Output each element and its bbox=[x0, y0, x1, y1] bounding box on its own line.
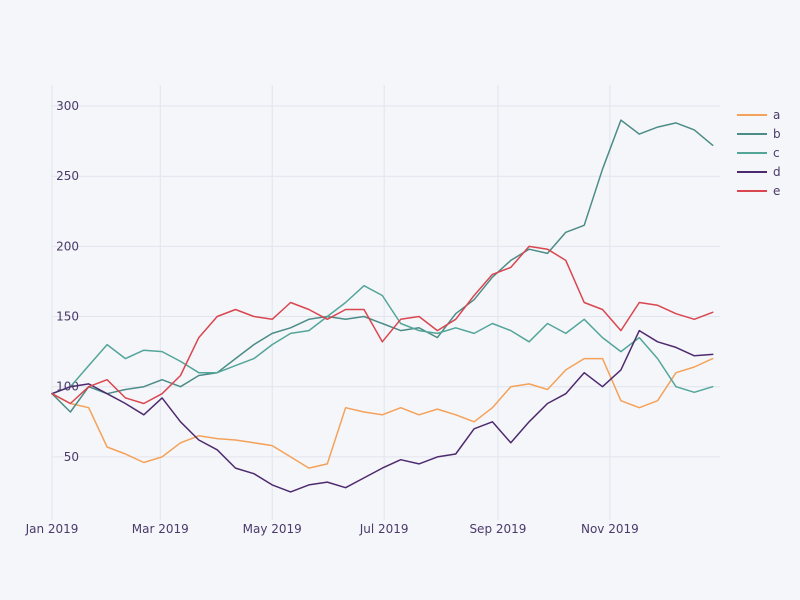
legend-item-a[interactable]: a bbox=[737, 108, 780, 122]
series-line-e bbox=[51, 245, 714, 405]
legend-label: a bbox=[773, 108, 780, 122]
legend-item-b[interactable]: b bbox=[737, 127, 781, 141]
y-tick-label: 250 bbox=[56, 169, 79, 183]
legend-item-c[interactable]: c bbox=[737, 146, 780, 160]
y-tick-label: 50 bbox=[64, 450, 79, 464]
x-axis: Jan 2019 Mar 2019 May 2019 Jul 2019 Sep 2019… bbox=[25, 522, 639, 536]
legend-label: e bbox=[773, 184, 780, 198]
x-gridlines bbox=[51, 85, 611, 520]
series-line-d bbox=[51, 329, 714, 493]
x-tick-label: Nov 2019 bbox=[581, 522, 639, 536]
x-tick-label: Jan 2019 bbox=[25, 522, 79, 536]
plot-area bbox=[52, 85, 720, 520]
x-tick-label: Mar 2019 bbox=[132, 522, 189, 536]
x-tick-label: Jul 2019 bbox=[359, 522, 409, 536]
y-tick-label: 300 bbox=[56, 99, 79, 113]
x-tick-label: May 2019 bbox=[243, 522, 302, 536]
y-tick-label: 150 bbox=[56, 310, 79, 324]
legend-item-d[interactable]: d bbox=[737, 165, 781, 179]
series-line-a bbox=[51, 357, 714, 469]
series-line-c bbox=[51, 284, 714, 395]
legend-item-e[interactable]: e bbox=[737, 184, 780, 198]
series-lines bbox=[51, 119, 714, 493]
x-tick-label: Sep 2019 bbox=[469, 522, 526, 536]
y-tick-label: 200 bbox=[56, 239, 79, 253]
series-line-b bbox=[51, 119, 714, 413]
legend-label: c bbox=[773, 146, 780, 160]
y-gridlines bbox=[52, 105, 720, 458]
legend-label: b bbox=[773, 127, 781, 141]
legend-label: d bbox=[773, 165, 781, 179]
